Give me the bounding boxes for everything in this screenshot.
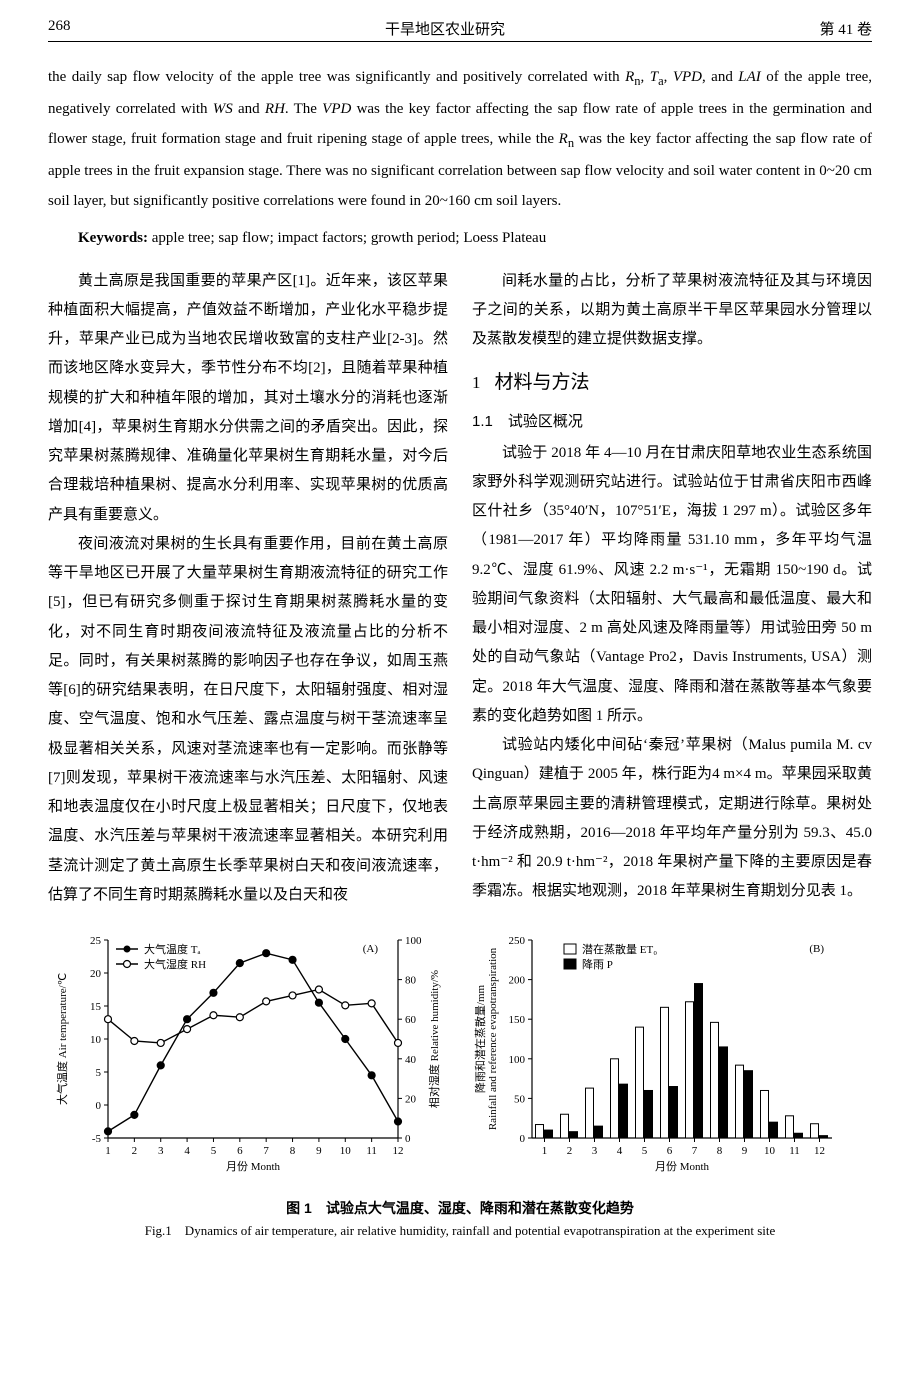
page-header: 268 干旱地区农业研究 第 41 卷 [48,18,872,42]
svg-text:大气温度 Air temperature/℃: 大气温度 Air temperature/℃ [55,973,69,1105]
svg-text:1: 1 [542,1145,548,1157]
svg-text:7: 7 [692,1145,698,1157]
svg-text:100: 100 [509,1054,526,1066]
chart-a-svg: -50510152025020406080100123456789101112月… [50,928,450,1188]
svg-text:9: 9 [316,1145,322,1157]
svg-text:40: 40 [405,1054,417,1066]
svg-text:100: 100 [405,935,422,947]
body-paragraph: 夜间液流对果树的生长具有重要作用，目前在黄土高原等干旱地区已开展了大量苹果树生育… [48,530,448,910]
svg-text:大气温度 Tₐ: 大气温度 Tₐ [144,942,200,956]
body-paragraph: 试验站内矮化中间砧‘秦冠’苹果树（Malus pumila M. cv Qing… [472,731,872,907]
figure-caption: 图 1 试验点大气温度、湿度、降雨和潜在蒸散变化趋势 Fig.1 Dynamic… [48,1198,872,1239]
svg-text:12: 12 [814,1145,825,1157]
svg-text:4: 4 [617,1145,623,1157]
svg-text:3: 3 [158,1145,164,1157]
volume-label: 第 41 卷 [819,18,872,39]
svg-text:5: 5 [642,1145,648,1157]
svg-text:8: 8 [717,1145,723,1157]
svg-text:10: 10 [764,1145,776,1157]
svg-text:0: 0 [520,1133,526,1145]
keywords-label: Keywords: [78,230,148,246]
subsection-heading: 1.1 试验区概况 [472,407,872,436]
svg-text:250: 250 [509,935,526,947]
svg-text:1: 1 [105,1145,111,1157]
svg-text:(B): (B) [809,943,824,955]
svg-text:8: 8 [290,1145,296,1157]
svg-text:5: 5 [211,1145,217,1157]
body-paragraph: 试验于 2018 年 4—10 月在甘肃庆阳草地农业生态系统国家野外科学观测研究… [472,439,872,732]
figure-1: -50510152025020406080100123456789101112月… [48,928,872,1188]
chart-b: 050100150200250123456789101112月份 Month降雨… [470,928,870,1188]
section-heading: 1 材料与方法 [472,364,872,401]
svg-text:50: 50 [514,1093,526,1105]
figure-caption-en: Fig.1 Dynamics of air temperature, air r… [48,1220,872,1239]
svg-text:-5: -5 [92,1133,102,1145]
left-column: 黄土高原是我国重要的苹果产区[1]。近年来，该区苹果种植面积大幅提高，产值效益不… [48,267,448,911]
svg-text:潜在蒸散量 ET₀: 潜在蒸散量 ET₀ [582,942,657,956]
right-column: 间耗水量的占比，分析了苹果树液流特征及其与环境因子之间的关系，以期为黄土高原半干… [472,267,872,911]
svg-text:降雨 P: 降雨 P [582,957,613,971]
svg-text:Rainfall and reference evapotr: Rainfall and reference evapotranspiratio… [487,947,499,1130]
svg-text:6: 6 [667,1145,673,1157]
svg-text:2: 2 [132,1145,138,1157]
svg-text:20: 20 [405,1093,417,1105]
journal-title: 干旱地区农业研究 [385,18,505,39]
svg-text:60: 60 [405,1014,417,1026]
svg-text:2: 2 [567,1145,573,1157]
body-paragraph: 间耗水量的占比，分析了苹果树液流特征及其与环境因子之间的关系，以期为黄土高原半干… [472,267,872,355]
svg-text:月份 Month: 月份 Month [226,1160,281,1173]
svg-text:月份 Month: 月份 Month [655,1160,710,1173]
svg-text:11: 11 [789,1145,800,1157]
keywords-text: apple tree; sap flow; impact factors; gr… [152,230,546,246]
svg-text:3: 3 [592,1145,598,1157]
svg-text:20: 20 [90,968,102,980]
svg-text:9: 9 [742,1145,748,1157]
svg-text:4: 4 [184,1145,190,1157]
svg-text:7: 7 [263,1145,269,1157]
svg-text:200: 200 [509,975,526,987]
abstract-text: the daily sap flow velocity of the apple… [48,62,872,216]
chart-a: -50510152025020406080100123456789101112月… [50,928,450,1188]
svg-text:12: 12 [393,1145,404,1157]
section-number: 1 [472,366,481,399]
svg-text:(A): (A) [363,943,379,955]
svg-text:10: 10 [90,1034,102,1046]
page-number: 268 [48,18,71,39]
svg-text:6: 6 [237,1145,243,1157]
svg-text:15: 15 [90,1001,102,1013]
section-title: 材料与方法 [495,364,590,401]
svg-text:降雨和潜在蒸散量/mm: 降雨和潜在蒸散量/mm [473,984,487,1093]
svg-text:10: 10 [340,1145,352,1157]
svg-text:150: 150 [509,1014,526,1026]
svg-text:11: 11 [366,1145,377,1157]
svg-text:80: 80 [405,975,417,987]
body-paragraph: 黄土高原是我国重要的苹果产区[1]。近年来，该区苹果种植面积大幅提高，产值效益不… [48,267,448,530]
svg-text:相对湿度 Relative humidity/%: 相对湿度 Relative humidity/% [427,970,441,1108]
keywords-line: Keywords: apple tree; sap flow; impact f… [48,224,872,253]
two-column-body: 黄土高原是我国重要的苹果产区[1]。近年来，该区苹果种植面积大幅提高，产值效益不… [48,267,872,911]
svg-text:25: 25 [90,935,102,947]
svg-text:0: 0 [96,1100,102,1112]
svg-text:5: 5 [96,1067,102,1079]
svg-text:0: 0 [405,1133,411,1145]
figure-caption-cn: 图 1 试验点大气温度、湿度、降雨和潜在蒸散变化趋势 [48,1198,872,1218]
svg-text:大气湿度 RH: 大气湿度 RH [144,957,206,971]
chart-b-svg: 050100150200250123456789101112月份 Month降雨… [470,928,870,1188]
